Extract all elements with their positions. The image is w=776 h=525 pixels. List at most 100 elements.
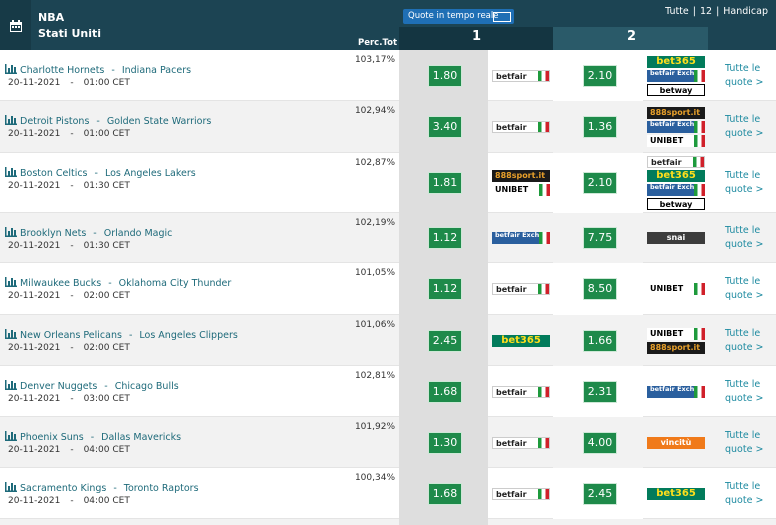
odd-2[interactable]: 8.50 (583, 278, 617, 300)
next-row-odds (399, 519, 488, 525)
odd-1[interactable]: 2.45 (428, 329, 462, 352)
stats-icon[interactable] (5, 431, 17, 441)
odd-2[interactable]: 2.45 (583, 482, 617, 505)
stats-icon[interactable] (5, 115, 17, 125)
stats-icon[interactable] (5, 227, 17, 237)
stats-icon[interactable] (5, 329, 17, 339)
bookmaker-logo[interactable]: 888sport.it (492, 170, 550, 182)
bookmaker-logo[interactable]: betfair Exchange (647, 385, 705, 398)
odd-1[interactable]: 1.68 (428, 380, 462, 403)
flag (538, 488, 549, 499)
bookmaker-logo[interactable]: snai (647, 232, 705, 244)
stats-icon[interactable] (5, 380, 17, 390)
away-team[interactable]: Toronto Raptors (123, 483, 199, 494)
all-odds-link[interactable]: Tutte le quote > (725, 480, 764, 506)
all-odds-link[interactable]: Tutte le quote > (725, 276, 764, 301)
odd-1[interactable]: 1.68 (428, 482, 462, 505)
odd-2[interactable]: 1.66 (583, 329, 617, 352)
stats-icon[interactable] (5, 167, 17, 177)
bookmaker-logo[interactable]: UNIBET (647, 135, 705, 147)
away-team[interactable]: Oklahoma City Thunder (118, 278, 232, 289)
home-team[interactable]: Denver Nuggets (20, 381, 98, 392)
bookmaker-logo[interactable]: betfair (492, 121, 550, 133)
match-row: Denver Nuggets - Chicago Bulls 20-11-2021-0… (0, 366, 776, 417)
away-team[interactable]: Golden State Warriors (106, 116, 212, 127)
all-odds-link[interactable]: Tutte le quote > (725, 327, 764, 353)
home-team[interactable]: Milwaukee Bucks (20, 278, 102, 289)
bookmaker-logo[interactable]: betfair (492, 69, 550, 82)
stats-icon[interactable] (5, 482, 17, 492)
away-team[interactable]: Dallas Mavericks (101, 432, 182, 443)
odd-2[interactable]: 1.36 (583, 116, 617, 138)
odd-1[interactable]: 1.80 (428, 64, 462, 87)
team-separator: - (113, 483, 117, 494)
bookmaker-logo[interactable]: betfair Exchange (492, 232, 550, 244)
match-date: 20-11-2021 (8, 445, 61, 455)
top-link[interactable]: Handicap (723, 6, 768, 17)
bookmaker-name: snai (666, 233, 686, 242)
all-odds-link[interactable]: Tutte le quote > (725, 62, 764, 88)
match-date: 20-11-2021 (8, 496, 61, 506)
home-team[interactable]: Sacramento Kings (20, 483, 107, 494)
bookmaker-logo[interactable]: betfair (492, 487, 550, 500)
home-team[interactable]: Phoenix Suns (20, 432, 84, 443)
odd-2[interactable]: 7.75 (583, 227, 617, 249)
stats-icon[interactable] (5, 277, 17, 287)
bookmaker-logo[interactable]: 888sport.it (647, 341, 705, 354)
odd-2[interactable]: 2.10 (583, 64, 617, 87)
bookmaker-logo[interactable]: UNIBET (647, 283, 705, 295)
payout-percentage: 103,17% (354, 55, 395, 65)
bookmaker-logo[interactable]: betfair Exchange (647, 184, 705, 196)
bookmaker-logo[interactable]: betway (647, 198, 705, 210)
all-odds-link[interactable]: Tutte le quote > (725, 225, 764, 250)
all-odds-link[interactable]: Tutte le quote > (725, 378, 764, 404)
away-team[interactable]: Chicago Bulls (114, 381, 179, 392)
top-link[interactable]: Tutte (665, 6, 689, 17)
bookmaker-logo[interactable]: betfair Exchange (647, 121, 705, 133)
bookmaker-logo[interactable]: bet365 (647, 55, 705, 68)
stats-icon[interactable] (5, 64, 17, 74)
all-odds-link[interactable]: Tutte le quote > (725, 170, 764, 195)
home-team[interactable]: New Orleans Pelicans (20, 330, 122, 341)
match-time: 01:00 CET (83, 78, 130, 88)
bookmaker-logo[interactable]: betfair (492, 385, 550, 398)
calendar-button[interactable] (0, 0, 31, 50)
odd-2[interactable]: 2.10 (583, 172, 617, 194)
odd-2[interactable]: 2.31 (583, 380, 617, 403)
odd-2[interactable]: 4.00 (583, 431, 617, 454)
bookmaker-logo[interactable]: betfair (492, 283, 550, 295)
odd-1[interactable]: 1.12 (428, 278, 462, 300)
away-team[interactable]: Indiana Pacers (121, 65, 192, 76)
home-team[interactable]: Charlotte Hornets (20, 65, 105, 76)
bookmaker-logo[interactable]: vincitù (647, 436, 705, 449)
bookmaker-logo[interactable]: bet365 (647, 170, 705, 182)
payout-percentage: 102,94% (354, 106, 395, 116)
bookmaker-logo[interactable]: betfair (647, 156, 705, 168)
top-link[interactable]: 12 (699, 6, 713, 17)
all-odds-link[interactable]: Tutte le quote > (725, 429, 764, 455)
odd-1[interactable]: 3.40 (428, 116, 462, 138)
away-team[interactable]: Los Angeles Clippers (139, 330, 238, 341)
odd-1[interactable]: 1.81 (428, 172, 462, 194)
home-team[interactable]: Brooklyn Nets (20, 228, 87, 239)
bookmaker-name: 888sport.it (495, 171, 546, 180)
home-team[interactable]: Boston Celtics (20, 168, 88, 179)
away-team[interactable]: Los Angeles Lakers (104, 168, 196, 179)
bookmaker-logo[interactable]: 888sport.it (647, 107, 705, 119)
bookmaker-logo[interactable]: bet365 (647, 487, 705, 500)
home-team[interactable]: Detroit Pistons (20, 116, 90, 127)
bookmaker-logo[interactable]: betfair (492, 436, 550, 449)
payout-percentage: 100,34% (354, 473, 395, 483)
live-button[interactable]: Quote in tempo reale (403, 9, 514, 24)
odd-1[interactable]: 1.30 (428, 431, 462, 454)
away-team[interactable]: Orlando Magic (103, 228, 173, 239)
all-odds-link[interactable]: Tutte le quote > (725, 114, 764, 139)
bookmaker-name: betfair (651, 158, 682, 167)
bookmaker-logo[interactable]: betway (647, 83, 705, 96)
bookmaker-logo[interactable]: betfair Exchange (647, 69, 705, 82)
bookmaker-logo[interactable]: UNIBET (492, 184, 550, 196)
odd-1[interactable]: 1.12 (428, 227, 462, 249)
bookmaker-logo[interactable]: UNIBET (647, 327, 705, 340)
bookmaker-name: UNIBET (650, 136, 684, 145)
bookmaker-logo[interactable]: bet365 (492, 334, 550, 347)
